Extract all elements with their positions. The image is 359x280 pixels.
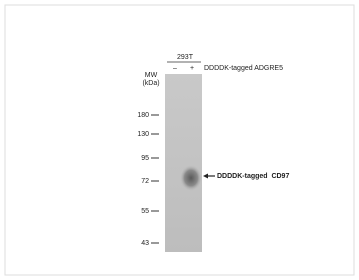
lane-label: + xyxy=(190,65,194,72)
lane-label: – xyxy=(173,65,177,72)
marker-label: 55 xyxy=(141,208,149,215)
band-label: DDDDK-tagged CD97 xyxy=(217,173,289,180)
blot xyxy=(165,74,202,252)
mw-label: MW xyxy=(145,72,158,79)
marker-label: 180 xyxy=(137,112,149,119)
marker-label: 43 xyxy=(141,240,149,247)
marker-label: 95 xyxy=(141,155,149,162)
figure: 293T – + DDDDK-tagged ADGRE5 MW (kDa) 18… xyxy=(0,0,359,280)
sample-label: 293T xyxy=(177,54,194,61)
mw-label: (kDa) xyxy=(142,80,159,87)
marker-label: 72 xyxy=(141,178,149,185)
treatment-label: DDDDK-tagged ADGRE5 xyxy=(204,65,283,72)
band xyxy=(180,165,202,191)
marker-label: 130 xyxy=(137,131,149,138)
